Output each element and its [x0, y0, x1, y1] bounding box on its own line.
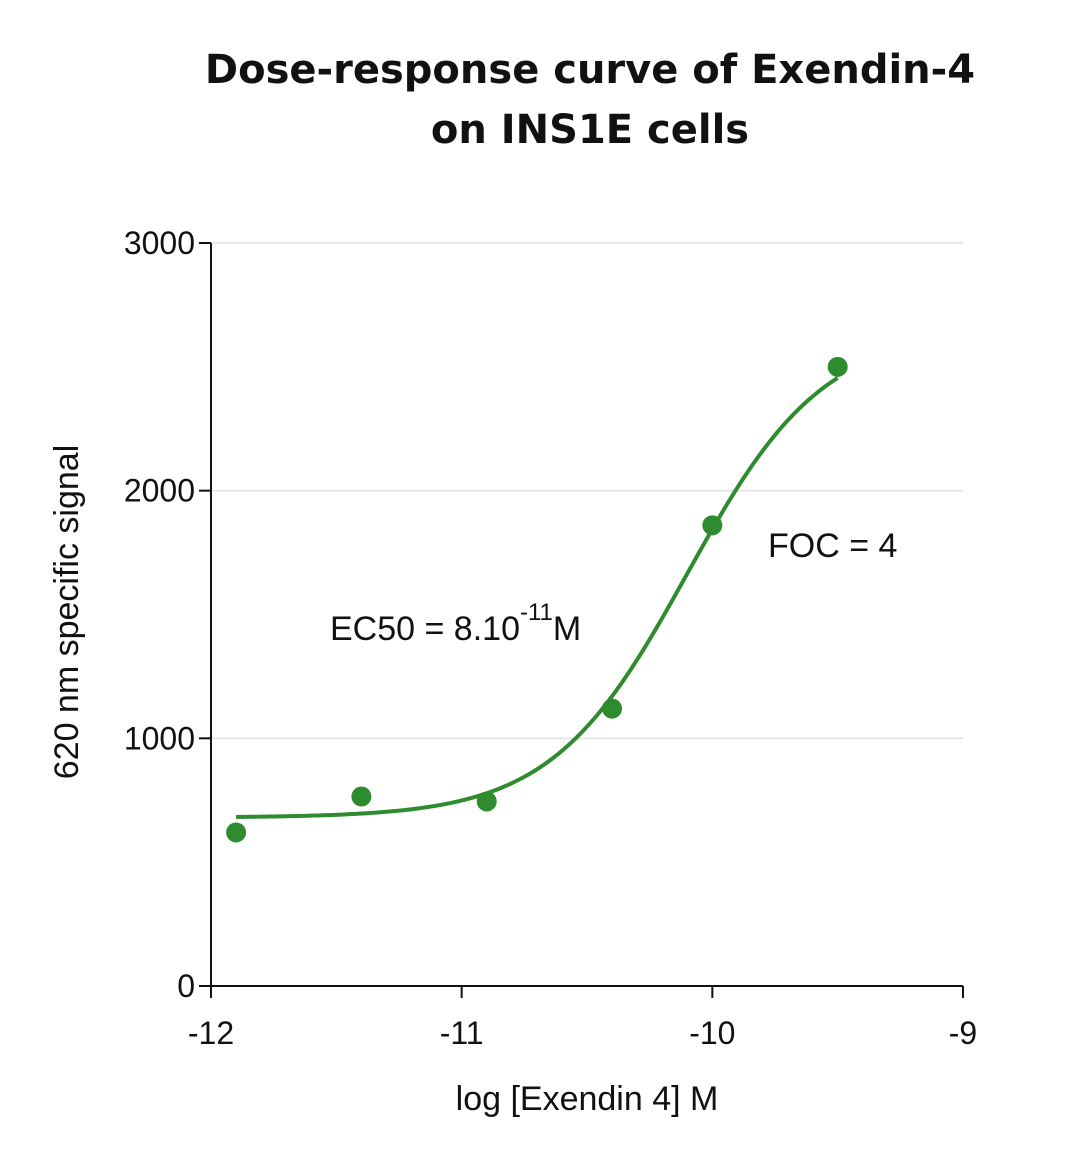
foc-annotation: FOC = 4	[768, 527, 897, 565]
x-tick-label: -11	[440, 1015, 484, 1051]
data-point	[702, 515, 723, 536]
x-tick-label: -12	[188, 1015, 234, 1051]
data-point	[827, 356, 848, 377]
y-tick-label: 3000	[124, 225, 195, 261]
data-point	[351, 786, 372, 807]
y-tick-label: 1000	[124, 720, 195, 756]
y-tick-label: 2000	[124, 473, 195, 509]
x-axis-label: log [Exendin 4] M	[456, 1080, 719, 1118]
ec50-superscript: -11	[520, 599, 553, 626]
ec50-suffix: M	[553, 610, 581, 648]
x-tick-label: -9	[949, 1015, 977, 1051]
chart-title-line-1: Dose-response curve of Exendin-4	[204, 47, 976, 93]
chart-title-line-2: on INS1E cells	[430, 107, 750, 153]
x-tick-label: -10	[689, 1015, 735, 1051]
fit-curve	[236, 376, 839, 819]
ec50-annotation: EC50 = 8.10-11M	[330, 599, 581, 648]
y-tick-label: 0	[177, 968, 195, 1004]
data-point	[602, 698, 623, 719]
point-layer	[226, 356, 848, 843]
data-point	[226, 822, 247, 843]
curve-layer	[236, 376, 839, 819]
ec50-prefix: EC50 = 8.10	[330, 610, 520, 648]
y-axis-label: 620 nm specific signal	[48, 445, 86, 780]
data-point	[476, 791, 497, 812]
axis-layer: 0 1000 2000 3000 -12 -11 -10 -9	[124, 225, 977, 1051]
chart-title: Dose-response curve of Exendin-4 on INS1…	[180, 40, 1000, 160]
grid-layer	[211, 242, 963, 740]
